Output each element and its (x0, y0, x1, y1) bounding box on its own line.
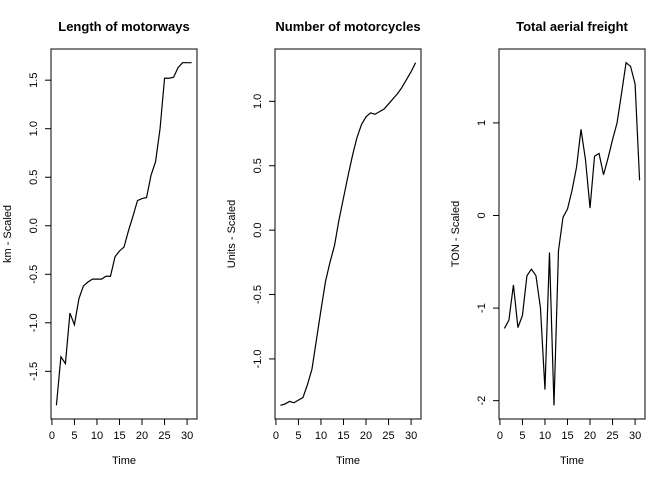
y-tick-label: -1.0 (252, 349, 264, 368)
x-tick-label: 30 (405, 430, 417, 442)
plot-frame (50, 48, 198, 420)
y-tick-label: -1.0 (28, 313, 40, 332)
x-tick-label: 20 (136, 430, 148, 442)
x-axis-label: Time (560, 455, 584, 467)
plot-frame (498, 48, 646, 420)
panel-1: Length of motorways 0 5 10 15 20 25 30 Time -1.5 -… (2, 19, 198, 467)
x-tick-label: 5 (71, 430, 77, 442)
y-axis-label: km - Scaled (2, 205, 14, 263)
x-tick-label: 15 (113, 430, 125, 442)
y-axis-label: Units - Scaled (226, 200, 238, 268)
y-tick-label: 0.5 (252, 158, 264, 173)
x-tick-label: 15 (337, 430, 349, 442)
y-tick-label: 1 (476, 120, 488, 126)
series-line (55, 62, 192, 406)
x-axis-label: Time (112, 455, 136, 467)
x-tick-label: 25 (158, 430, 170, 442)
chart-title: Total aerial freight (516, 19, 628, 34)
y-tick-label: 1.0 (252, 94, 264, 109)
chart-title: Length of motorways (58, 19, 189, 34)
y-tick-label: -1 (476, 303, 488, 313)
y-tick-label: 0.0 (28, 218, 40, 233)
x-tick-label: 5 (295, 430, 301, 442)
x-tick-label: 0 (273, 430, 279, 442)
y-tick-label: -2 (476, 396, 488, 406)
x-tick-label: 10 (539, 430, 551, 442)
x-tick-label: 0 (497, 430, 503, 442)
x-tick-label: 25 (606, 430, 618, 442)
x-tick-label: 30 (629, 430, 641, 442)
x-tick-label: 5 (519, 430, 525, 442)
y-axis-label: TON - Scaled (450, 201, 462, 267)
series-line (503, 61, 641, 406)
x-tick-label: 0 (49, 430, 55, 442)
series-line (280, 62, 417, 406)
x-tick-label: 25 (382, 430, 394, 442)
panel-2: Number of motorcycles 0 5 10 15 20 25 30 Time -1.… (226, 19, 422, 467)
y-tick-label: 0.0 (252, 222, 264, 237)
x-tick-label: 15 (561, 430, 573, 442)
y-tick-label: 1.0 (28, 121, 40, 136)
y-tick-label: -0.5 (252, 285, 264, 304)
plot-frame (274, 48, 422, 420)
y-tick-label: 0.5 (28, 170, 40, 185)
chart-title: Number of motorcycles (275, 19, 420, 34)
x-axis-label: Time (336, 455, 360, 467)
y-tick-label: 1.5 (28, 73, 40, 88)
x-tick-label: 20 (584, 430, 596, 442)
y-tick-label: -1.5 (28, 362, 40, 381)
y-tick-label: 0 (476, 212, 488, 218)
x-tick-label: 10 (315, 430, 327, 442)
y-tick-label: -0.5 (28, 265, 40, 284)
x-tick-label: 10 (91, 430, 103, 442)
x-tick-label: 30 (181, 430, 193, 442)
x-tick-label: 20 (360, 430, 372, 442)
